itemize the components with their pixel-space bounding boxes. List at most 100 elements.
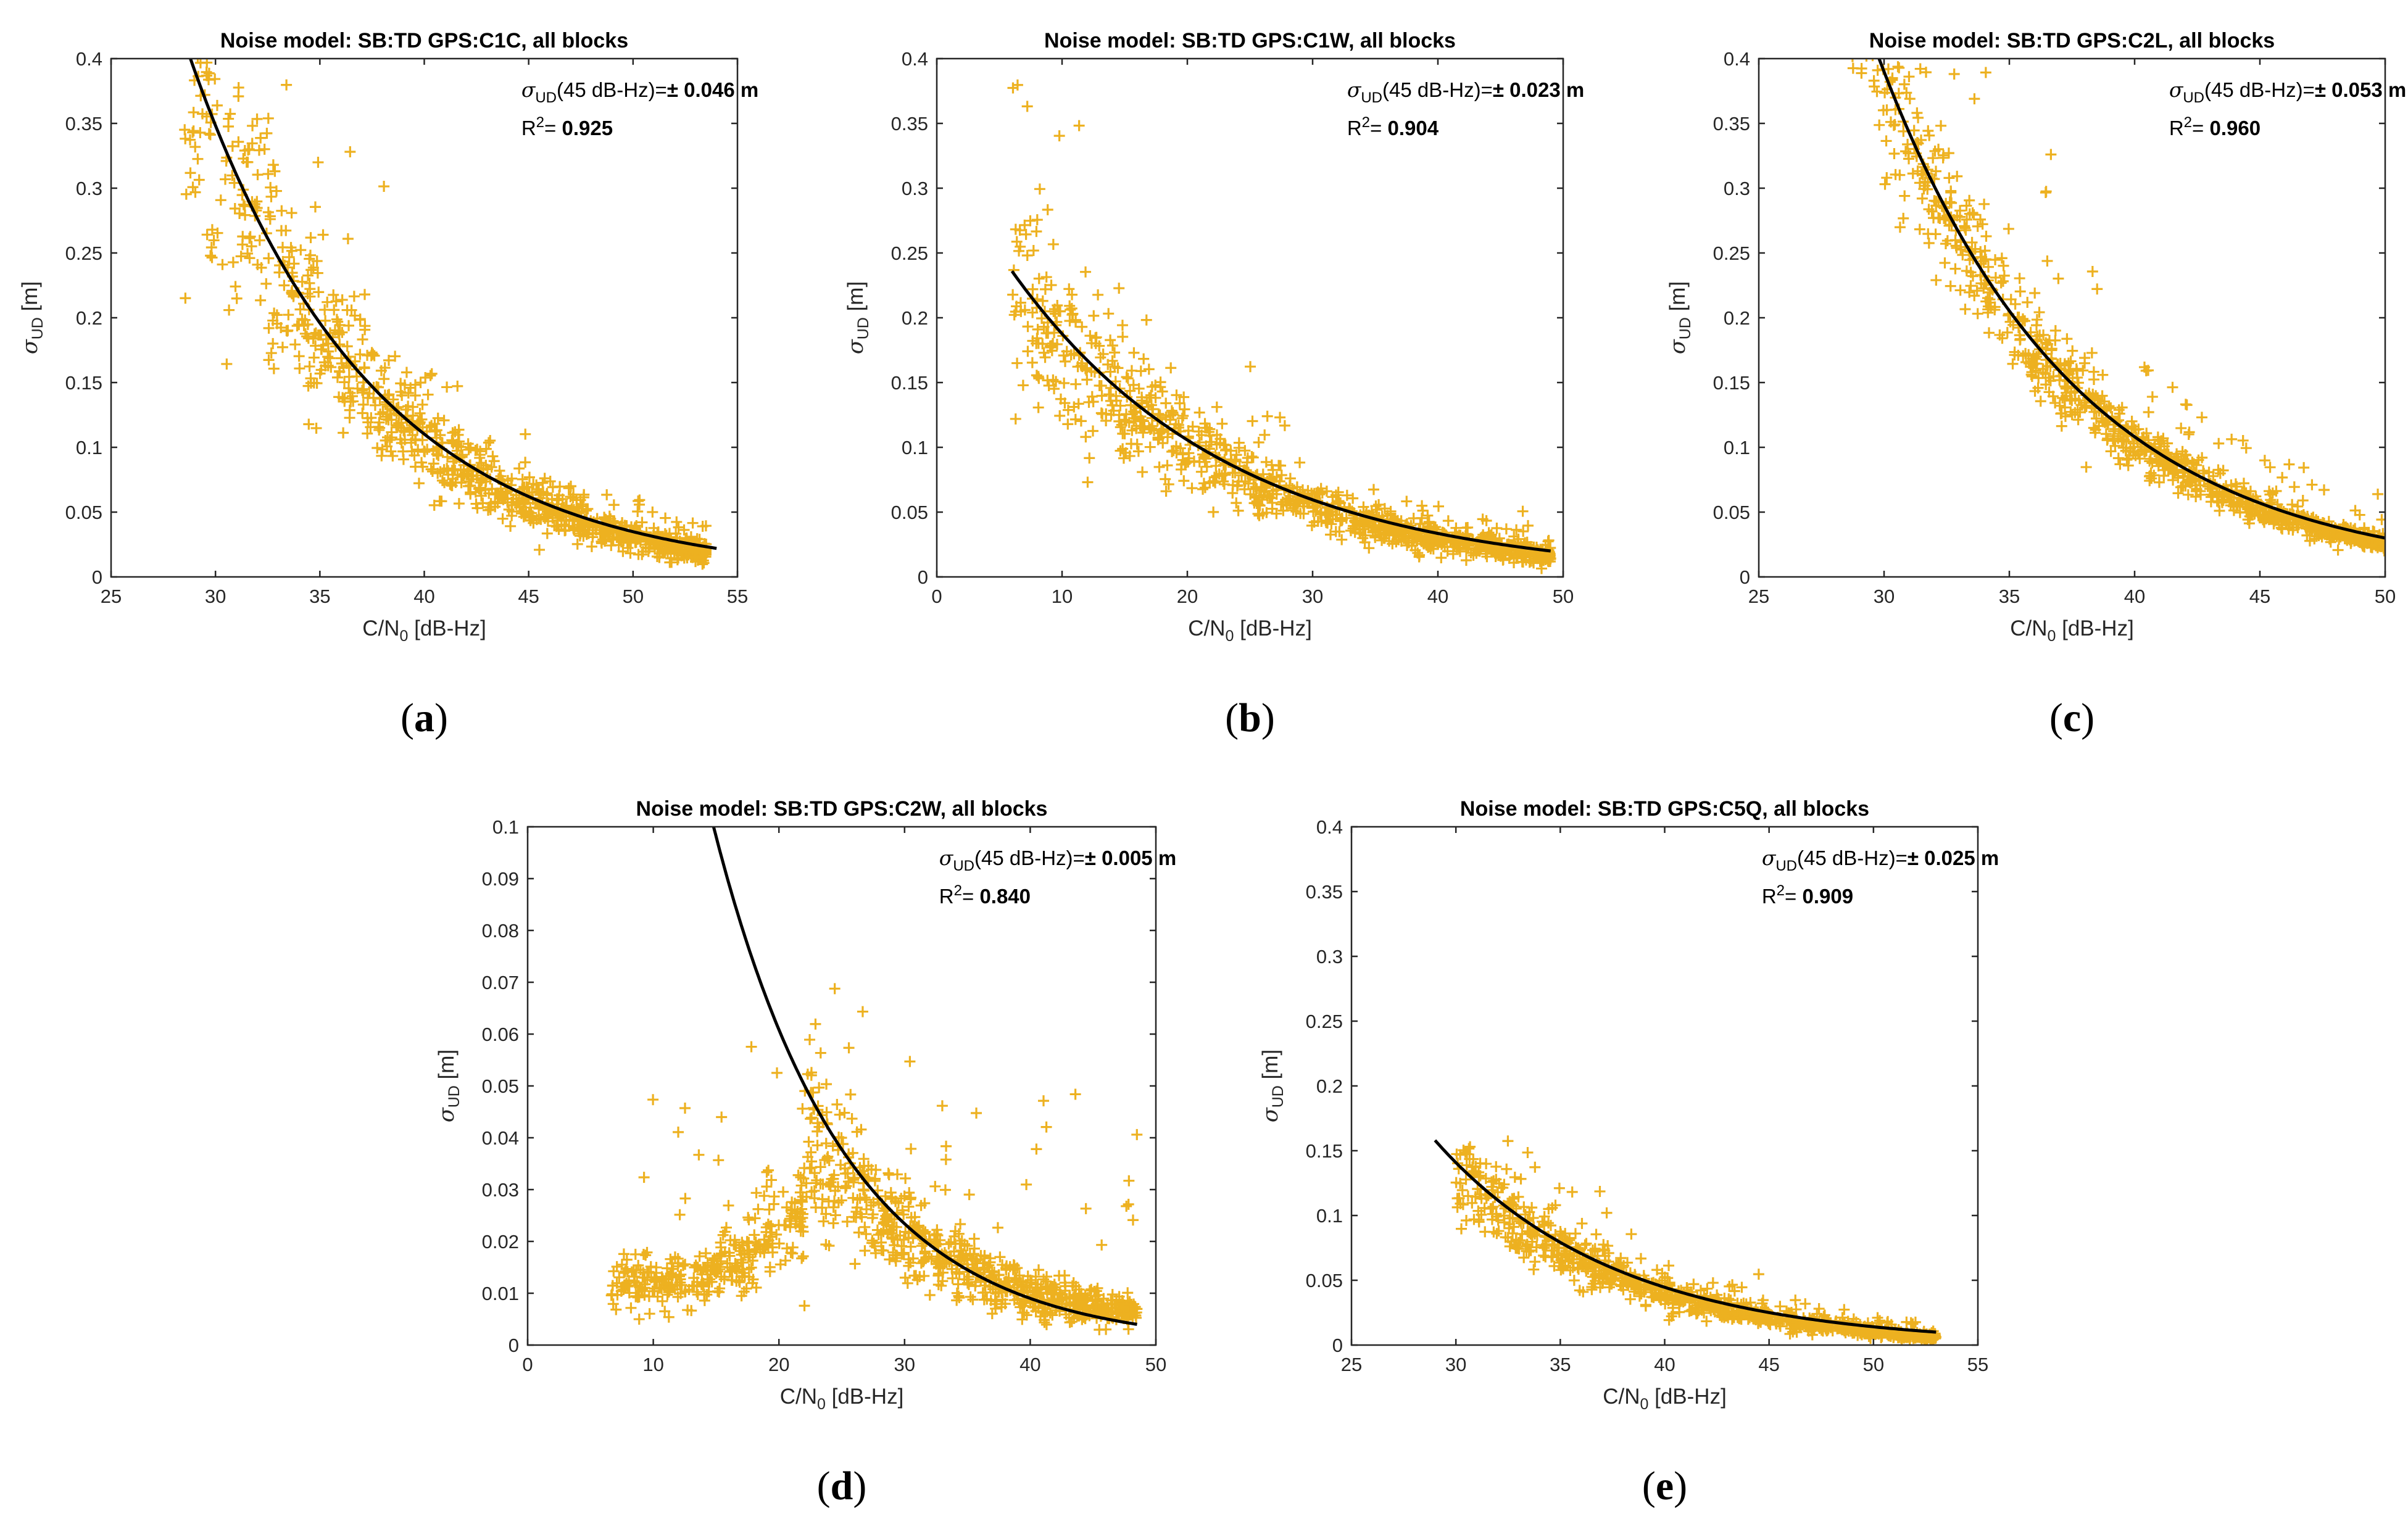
- data-point: [1938, 149, 1949, 161]
- data-point: [2196, 412, 2207, 423]
- x-tick-label: 35: [1999, 586, 2020, 607]
- data-point: [900, 1172, 911, 1184]
- data-point: [795, 1172, 807, 1183]
- data-point: [2144, 455, 2156, 467]
- data-point: [442, 451, 454, 463]
- data-point: [1422, 510, 1434, 521]
- data-point: [1246, 451, 1258, 463]
- data-point: [1398, 532, 1410, 544]
- data-point: [308, 352, 320, 363]
- data-point: [898, 1234, 910, 1246]
- data-point: [1302, 485, 1314, 497]
- data-point: [204, 129, 216, 141]
- data-point: [848, 1177, 860, 1188]
- data-point: [1137, 427, 1149, 439]
- data-point: [1013, 245, 1025, 257]
- data-point: [1369, 530, 1380, 542]
- data-point: [1902, 1, 1913, 12]
- data-point: [187, 181, 199, 193]
- data-point: [2053, 273, 2064, 284]
- data-point: [761, 1166, 773, 1178]
- data-point: [180, 11, 191, 22]
- data-point: [672, 1291, 684, 1302]
- data-point: [1881, 172, 1893, 184]
- data-point: [1047, 374, 1059, 386]
- data-point: [1048, 327, 1060, 339]
- y-tick-label: 0.15: [891, 372, 928, 394]
- data-point: [302, 270, 314, 281]
- data-point: [2146, 457, 2158, 469]
- data-point: [971, 1108, 982, 1119]
- data-point: [841, 1180, 852, 1192]
- data-point: [715, 1236, 726, 1248]
- data-point: [246, 241, 257, 252]
- data-point: [399, 434, 410, 445]
- chart-panel-a: Noise model: SB:TD GPS:C1C, all blocks25…: [18, 11, 758, 740]
- data-point: [1856, 44, 1867, 56]
- data-point: [1153, 461, 1165, 473]
- data-point: [1938, 212, 1950, 224]
- data-point: [697, 521, 708, 532]
- data-point: [2149, 438, 2161, 450]
- r2-annotation: R2= 0.904: [1347, 114, 1439, 139]
- data-point: [905, 1143, 917, 1154]
- data-point: [516, 505, 528, 517]
- data-point: [850, 1212, 861, 1224]
- data-point: [886, 1232, 897, 1243]
- data-point: [2061, 333, 2073, 345]
- data-point: [305, 264, 317, 276]
- data-point: [215, 194, 226, 206]
- data-point: [1851, 46, 1862, 57]
- data-point: [1195, 466, 1207, 478]
- data-point: [1908, 125, 1920, 136]
- data-point: [282, 325, 294, 336]
- data-point: [1053, 130, 1065, 142]
- data-point: [1022, 321, 1034, 333]
- data-point: [1133, 383, 1145, 394]
- data-point: [2213, 437, 2225, 449]
- y-tick-label: 0.01: [482, 1283, 519, 1304]
- y-tick-label: 0.3: [902, 178, 928, 199]
- x-axis-label: C/N0 [dB-Hz]: [362, 616, 486, 645]
- data-point: [2297, 495, 2309, 507]
- data-point: [714, 1249, 726, 1261]
- data-point: [228, 177, 240, 189]
- data-point: [1900, 146, 1912, 157]
- data-point: [1454, 545, 1466, 557]
- data-point: [1130, 412, 1142, 424]
- data-point: [911, 1222, 923, 1233]
- data-point: [1015, 1298, 1026, 1309]
- data-point: [267, 159, 279, 171]
- data-point: [1566, 1186, 1578, 1198]
- data-point: [1201, 461, 1213, 473]
- sigma-annotation: σUD(45 dB-Hz)=± 0.005 m: [939, 846, 1176, 874]
- data-point: [1308, 487, 1320, 499]
- data-point: [1887, 72, 1898, 84]
- data-point: [237, 231, 249, 242]
- data-point: [544, 476, 556, 487]
- data-point: [1036, 313, 1048, 325]
- data-point: [1923, 237, 1935, 249]
- data-point: [1096, 390, 1108, 402]
- data-point: [341, 341, 353, 352]
- data-point: [2234, 507, 2246, 518]
- data-point: [1129, 1301, 1141, 1313]
- data-point: [309, 201, 321, 213]
- data-point: [892, 1169, 903, 1180]
- data-point: [180, 188, 192, 200]
- data-point: [1862, 14, 1874, 25]
- data-point: [385, 445, 397, 457]
- data-point: [636, 516, 648, 528]
- data-point: [686, 1305, 697, 1317]
- data-point: [471, 502, 483, 514]
- data-point: [565, 491, 576, 503]
- data-point: [1435, 552, 1447, 564]
- data-point: [484, 435, 496, 447]
- data-point: [652, 526, 664, 538]
- data-point: [1275, 460, 1287, 471]
- data-point: [1115, 445, 1126, 457]
- data-point: [1276, 469, 1287, 481]
- fit-curve: [1010, 270, 1551, 553]
- data-point: [1106, 1289, 1118, 1301]
- data-point: [1919, 180, 1931, 192]
